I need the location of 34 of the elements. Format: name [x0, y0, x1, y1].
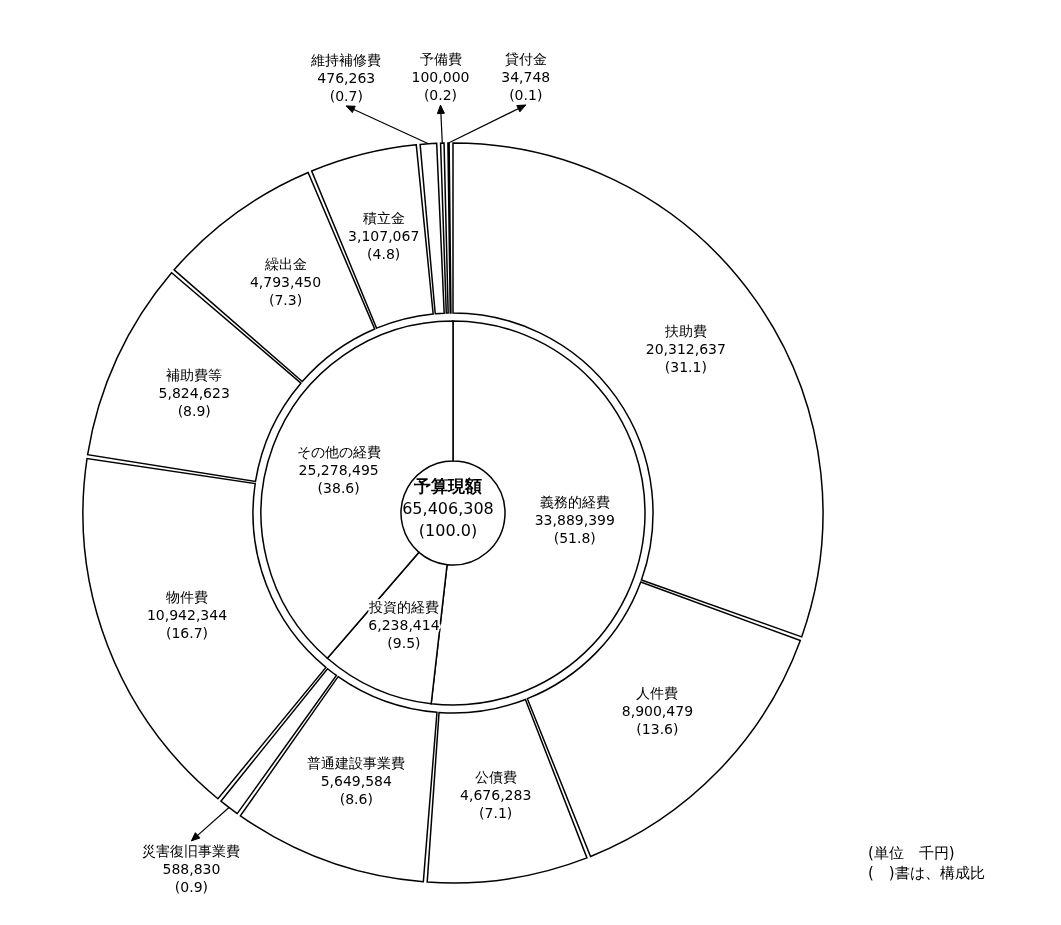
slice-label: 義務的経費: [539, 493, 610, 510]
data-label: 588,830 (0.9): [162, 860, 221, 895]
data-label: 20,312,637 (31.1): [645, 340, 726, 375]
data-label: 34,748 (0.1): [501, 68, 551, 103]
text: 予算現額: [413, 476, 482, 496]
slice-label: その他の経費: [296, 444, 381, 461]
slice-label: 維持補修費: [310, 51, 382, 68]
slice-label: 人件費: [636, 685, 679, 702]
data-label: 8,900,479 (13.6): [621, 703, 694, 738]
data-label: 5,649,584 (8.6): [320, 772, 392, 807]
data-label: 33,889,399 (51.8): [534, 511, 615, 546]
legend-label: 災害復旧事業費: [142, 842, 241, 859]
data-label: 3,107,067 (4.8): [348, 228, 420, 263]
slice-label: 物件費: [166, 589, 208, 606]
slice-label: 普通建設事業費: [307, 754, 406, 771]
text: (単位 千円): [868, 844, 955, 862]
slice-label: 繰出金: [263, 256, 307, 273]
data-label: 4,793,450 (7.3): [249, 274, 322, 309]
data-label: 5,824,623 (8.9): [158, 385, 230, 420]
slice-label: 扶助費: [663, 322, 707, 339]
text: ( )書は、構成比: [868, 864, 985, 882]
data-label: 476,263 (0.7): [317, 69, 376, 104]
slice-label: 公債費: [474, 768, 517, 785]
slice-label: 補助費等: [166, 367, 223, 384]
slice-label: 積立金: [362, 210, 405, 227]
slice-label: 貸付金: [504, 50, 547, 67]
data-label: 100,000 (0.2): [411, 69, 470, 104]
slice-label: 予備費: [419, 51, 462, 68]
data-label: 25,278,495 (38.6): [298, 462, 379, 497]
data-label: 4,676,283 (7.1): [460, 786, 532, 821]
data-label: 6,238,414 (9.5): [368, 616, 440, 651]
text: (100.0): [418, 521, 478, 540]
data-label: 10,942,344 (16.7): [146, 607, 228, 642]
text: 65,406,308: [402, 499, 494, 518]
